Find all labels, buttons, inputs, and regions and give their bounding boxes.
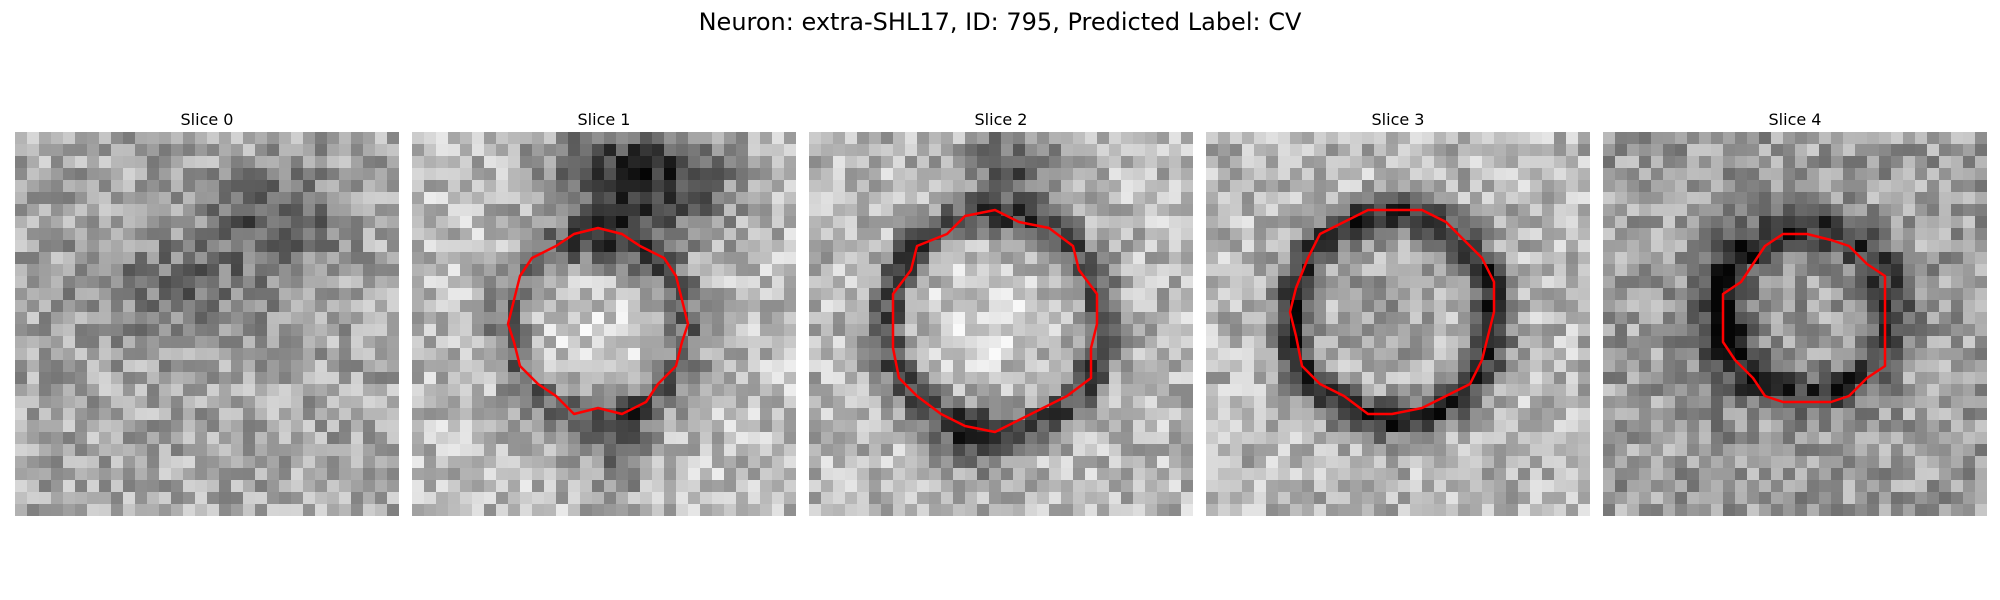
slice-panel-0: Slice 0 bbox=[15, 108, 399, 516]
slice-title: Slice 0 bbox=[180, 110, 234, 129]
slice-title: Slice 1 bbox=[577, 110, 631, 129]
slice-panel-3: Slice 3 bbox=[1206, 108, 1590, 516]
slice-image bbox=[1603, 132, 1987, 516]
figure-title: Neuron: extra-SHL17, ID: 795, Predicted … bbox=[698, 8, 1302, 36]
cell-contour bbox=[1288, 208, 1496, 416]
cell-contour bbox=[891, 208, 1099, 434]
slice-image bbox=[1206, 132, 1590, 516]
slice-title: Slice 2 bbox=[974, 110, 1028, 129]
slice-image bbox=[15, 132, 399, 516]
cell-contour bbox=[506, 226, 690, 416]
slice-panel-1: Slice 1 bbox=[412, 108, 796, 516]
slice-panel-2: Slice 2 bbox=[809, 108, 1193, 516]
slice-image bbox=[412, 132, 796, 516]
slice-image bbox=[809, 132, 1193, 516]
slice-title: Slice 3 bbox=[1371, 110, 1425, 129]
slice-title: Slice 4 bbox=[1768, 110, 1822, 129]
cell-contour bbox=[1721, 232, 1887, 404]
slice-panel-4: Slice 4 bbox=[1603, 108, 1987, 516]
